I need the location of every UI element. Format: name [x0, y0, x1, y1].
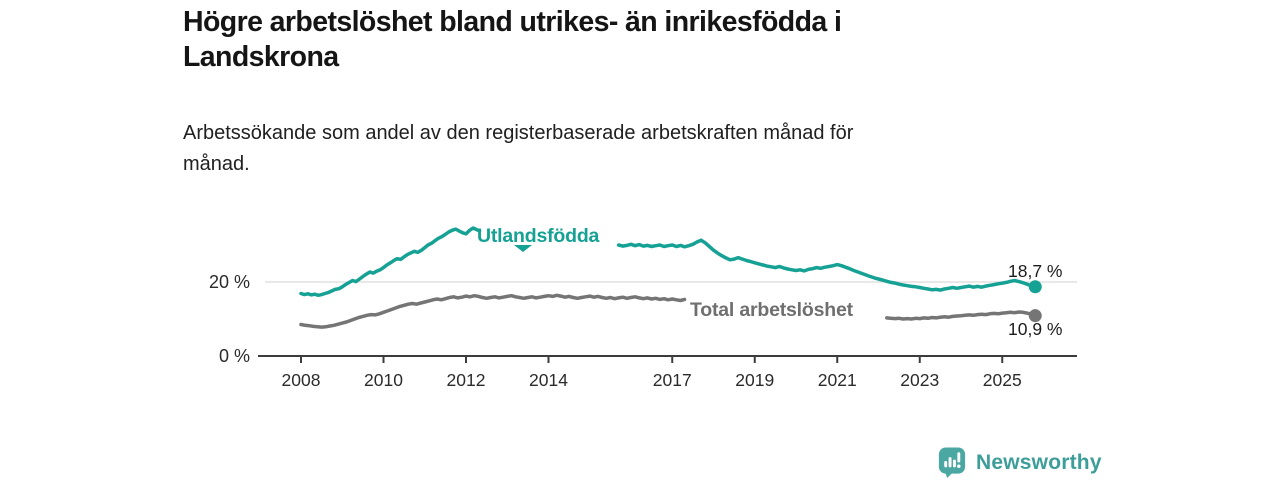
brand-name: Newsworthy [976, 450, 1102, 474]
series-line-1-segment-1 [885, 310, 1037, 321]
x-tick-label-2023: 2023 [900, 370, 939, 390]
series-line-0-segment-0 [299, 226, 482, 298]
end-value-utlandsfodda: 18,7 % [1008, 261, 1063, 281]
y-tick-label-0: 0 % [219, 346, 250, 366]
series-end-dot-1 [1028, 309, 1042, 323]
x-tick-label-2008: 2008 [282, 370, 321, 390]
x-tick-label-2014: 2014 [529, 370, 568, 390]
series-pointer-caret-icon [514, 245, 532, 252]
x-tick-label-2019: 2019 [735, 370, 774, 390]
line-chart: 0 % 20 % 2008 2010 2012 2014 2017 2019 2021 2023 2… [209, 226, 1077, 390]
end-value-total: 10,9 % [1008, 319, 1063, 339]
series-label-total: Total arbetslöshet [690, 299, 853, 321]
x-tick-label-2010: 2010 [364, 370, 403, 390]
chart-title: Högre arbetslöshet bland utrikes- än inr… [183, 6, 842, 73]
series-line-0-segment-1 [616, 238, 1037, 292]
y-tick-label-20: 20 % [209, 272, 250, 292]
x-tick-label-2021: 2021 [818, 370, 857, 390]
x-tick-label-2025: 2025 [983, 370, 1022, 390]
newsworthy-logo[interactable]: Newsworthy [937, 446, 1102, 479]
x-tick-label-2012: 2012 [447, 370, 486, 390]
bar-chart-speech-bubble-icon [938, 447, 966, 479]
chart-subtitle: Arbetssökande som andel av den registerb… [183, 122, 854, 175]
series-end-dot-0 [1028, 280, 1042, 294]
series-label-utlandsfodda: Utlandsfödda [477, 225, 600, 247]
series-line-1-segment-0 [299, 293, 687, 329]
x-tick-label-2017: 2017 [653, 370, 692, 390]
